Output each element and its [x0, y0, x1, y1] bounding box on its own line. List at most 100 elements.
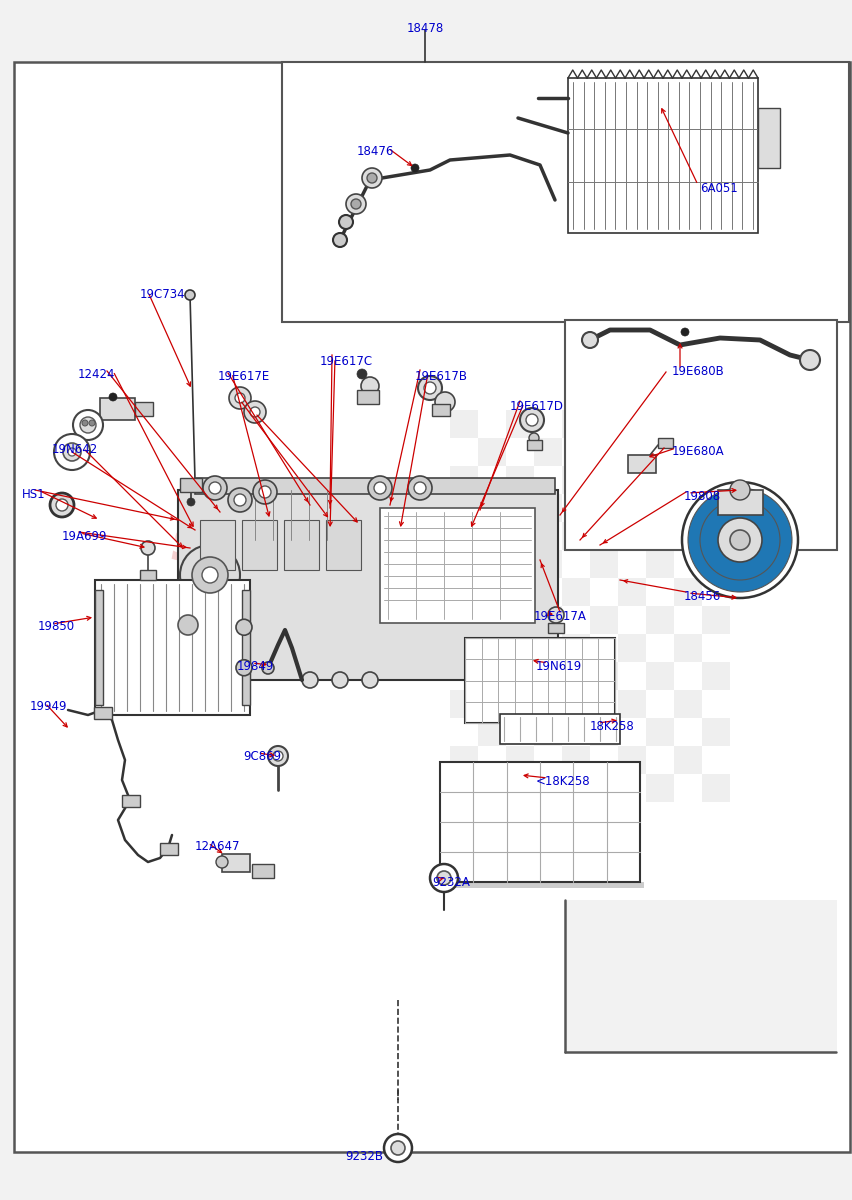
Bar [282, 62, 849, 322]
Bar [646, 438, 674, 466]
Bar [658, 438, 673, 448]
Circle shape [800, 350, 820, 370]
Bar [222, 854, 250, 872]
Bar [500, 714, 620, 744]
Text: 19E680B: 19E680B [672, 365, 725, 378]
Bar [618, 522, 646, 550]
Bar [646, 494, 674, 522]
Circle shape [367, 173, 377, 182]
Circle shape [520, 408, 544, 432]
Bar [646, 662, 674, 690]
Bar [674, 634, 702, 662]
Bar [326, 520, 361, 570]
Bar [506, 522, 534, 550]
Bar [618, 466, 646, 494]
Bar [180, 478, 202, 492]
Text: 18476: 18476 [356, 145, 394, 158]
Circle shape [109, 392, 117, 401]
Bar [562, 746, 590, 774]
Bar [562, 410, 590, 438]
Text: 9C869: 9C869 [243, 750, 281, 763]
Text: 12A647: 12A647 [195, 840, 240, 853]
Circle shape [411, 164, 419, 172]
Circle shape [333, 233, 347, 247]
Text: 19N642: 19N642 [52, 443, 98, 456]
Circle shape [50, 493, 74, 517]
Bar [94, 707, 112, 719]
Circle shape [68, 448, 76, 456]
Text: 19949: 19949 [30, 700, 67, 713]
Bar [242, 520, 277, 570]
Bar [450, 634, 478, 662]
Circle shape [361, 377, 379, 395]
Bar [450, 466, 478, 494]
Bar [646, 550, 674, 578]
Bar [100, 398, 135, 420]
Circle shape [185, 290, 195, 300]
Bar [562, 578, 590, 606]
Bar [506, 466, 534, 494]
Text: 19849: 19849 [237, 660, 274, 673]
Text: c  a  r  p  a  r  t  s: c a r p a r t s [170, 592, 434, 622]
Bar [568, 78, 758, 233]
Bar [478, 718, 506, 746]
Circle shape [718, 518, 762, 562]
Circle shape [228, 488, 252, 512]
Bar [478, 494, 506, 522]
Bar [478, 606, 506, 634]
Circle shape [89, 420, 95, 426]
Circle shape [259, 486, 271, 498]
Bar [562, 522, 590, 550]
Circle shape [339, 215, 353, 229]
Circle shape [202, 566, 218, 583]
Circle shape [418, 376, 442, 400]
Circle shape [253, 480, 277, 504]
Circle shape [141, 541, 155, 554]
Circle shape [187, 498, 195, 506]
Bar [674, 578, 702, 606]
Bar [284, 520, 319, 570]
Bar [646, 774, 674, 802]
Bar [432, 404, 450, 416]
Bar [95, 590, 103, 704]
Circle shape [236, 660, 252, 676]
Bar [590, 606, 618, 634]
Text: 18K258: 18K258 [590, 720, 635, 733]
Bar [200, 520, 235, 570]
Text: 19E680A: 19E680A [672, 445, 724, 458]
Circle shape [430, 864, 458, 892]
Bar [380, 508, 535, 623]
Circle shape [236, 619, 252, 635]
Circle shape [351, 199, 361, 209]
Bar [534, 718, 562, 746]
Text: scuderia: scuderia [170, 515, 451, 572]
Bar [195, 478, 555, 494]
Text: 19A699: 19A699 [62, 530, 107, 542]
Circle shape [368, 476, 392, 500]
Circle shape [209, 482, 221, 494]
Circle shape [526, 414, 538, 426]
Bar [252, 864, 274, 878]
Circle shape [682, 482, 798, 598]
Bar [444, 882, 644, 888]
Circle shape [180, 545, 240, 605]
Bar [618, 578, 646, 606]
Bar [565, 320, 837, 550]
Circle shape [273, 751, 283, 761]
Bar [590, 718, 618, 746]
Circle shape [82, 420, 88, 426]
Text: 19E617E: 19E617E [218, 370, 270, 383]
Bar [646, 718, 674, 746]
Circle shape [362, 168, 382, 188]
Bar [534, 438, 562, 466]
Bar [646, 606, 674, 634]
Bar [450, 690, 478, 718]
Circle shape [688, 488, 792, 592]
Bar [450, 746, 478, 774]
Bar [758, 108, 780, 168]
Bar [465, 638, 615, 722]
Text: HS1: HS1 [22, 488, 46, 502]
Bar [506, 410, 534, 438]
Bar [718, 490, 763, 515]
Text: 19E617B: 19E617B [415, 370, 468, 383]
